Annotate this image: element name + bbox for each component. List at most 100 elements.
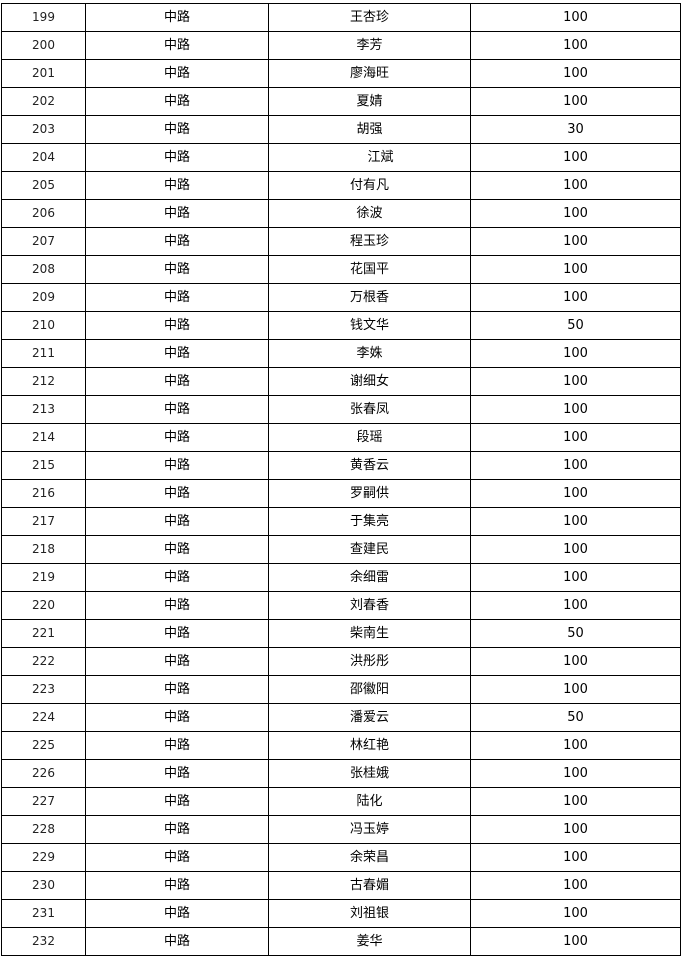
amount-cell: 100 [470, 3, 681, 32]
row-number-text: 225 [32, 738, 55, 752]
name-text: 余荣昌 [349, 850, 389, 865]
name-cell: 柴南生 [268, 619, 471, 648]
amount-text: 100 [563, 542, 588, 557]
name-text: 王杏珍 [349, 10, 389, 25]
table-row: 219 中路 余细雷 100 [1, 563, 681, 592]
name-text: 邵徽阳 [349, 682, 389, 697]
row-number-cell: 228 [1, 815, 86, 844]
area-text: 中路 [163, 346, 190, 361]
row-number-text: 216 [32, 486, 55, 500]
area-cell: 中路 [85, 591, 269, 620]
name-text: 刘春香 [349, 598, 389, 613]
table-body: 199 中路 王杏珍 100 200 中路 李芳 100 201 中路 廖海旺 100 202 中路 夏婧 1… [1, 3, 681, 956]
area-text: 中路 [163, 682, 190, 697]
area-cell: 中路 [85, 927, 269, 956]
row-number-cell: 208 [1, 255, 86, 284]
area-text: 中路 [163, 486, 190, 501]
amount-text: 100 [563, 66, 588, 81]
area-cell: 中路 [85, 171, 269, 200]
table-row: 203 中路 胡强 30 [1, 115, 681, 144]
amount-text: 100 [563, 262, 588, 277]
table-row: 216 中路 罗嗣供 100 [1, 479, 681, 508]
row-number-cell: 200 [1, 31, 86, 60]
row-number-cell: 229 [1, 843, 86, 872]
row-number-text: 203 [32, 122, 55, 136]
amount-cell: 100 [470, 59, 681, 88]
name-text: 余细雷 [349, 570, 389, 585]
area-cell: 中路 [85, 283, 269, 312]
name-cell: 廖海旺 [268, 59, 471, 88]
name-cell: 王杏珍 [268, 3, 471, 32]
row-number-text: 219 [32, 570, 55, 584]
row-number-cell: 206 [1, 199, 86, 228]
area-text: 中路 [163, 542, 190, 557]
table-row: 202 中路 夏婧 100 [1, 87, 681, 116]
row-number-text: 204 [32, 150, 55, 164]
amount-cell: 30 [470, 115, 681, 144]
area-text: 中路 [163, 122, 190, 137]
name-text: 林红艳 [349, 738, 389, 753]
row-number-cell: 218 [1, 535, 86, 564]
row-number-cell: 224 [1, 703, 86, 732]
amount-text: 100 [563, 878, 588, 893]
area-cell: 中路 [85, 59, 269, 88]
row-number-cell: 220 [1, 591, 86, 620]
area-cell: 中路 [85, 227, 269, 256]
name-cell: 潘爱云 [268, 703, 471, 732]
amount-text: 100 [563, 682, 588, 697]
name-text: 黄香云 [349, 458, 389, 473]
area-cell: 中路 [85, 479, 269, 508]
name-text: 程玉珍 [349, 234, 389, 249]
area-text: 中路 [163, 66, 190, 81]
area-text: 中路 [163, 430, 190, 445]
row-number-cell: 231 [1, 899, 86, 928]
amount-cell: 100 [470, 255, 681, 284]
amount-cell: 100 [470, 535, 681, 564]
area-cell: 中路 [85, 535, 269, 564]
table-row: 224 中路 潘爱云 50 [1, 703, 681, 732]
row-number-text: 200 [32, 38, 55, 52]
amount-cell: 100 [470, 675, 681, 704]
table-row: 231 中路 刘祖银 100 [1, 899, 681, 928]
amount-text: 100 [563, 486, 588, 501]
amount-text: 100 [563, 94, 588, 109]
name-text: 段瑶 [356, 430, 383, 445]
table-row: 230 中路 古春媚 100 [1, 871, 681, 900]
amount-text: 100 [563, 290, 588, 305]
amount-cell: 100 [470, 227, 681, 256]
area-text: 中路 [163, 906, 190, 921]
table-row: 223 中路 邵徽阳 100 [1, 675, 681, 704]
row-number-text: 217 [32, 514, 55, 528]
area-text: 中路 [163, 178, 190, 193]
area-cell: 中路 [85, 731, 269, 760]
row-number-text: 208 [32, 262, 55, 276]
table-row: 217 中路 于集亮 100 [1, 507, 681, 536]
name-cell: 万根香 [268, 283, 471, 312]
amount-cell: 100 [470, 31, 681, 60]
name-cell: 余细雷 [268, 563, 471, 592]
area-cell: 中路 [85, 31, 269, 60]
table-row: 204 中路 江斌 100 [1, 143, 681, 172]
name-cell: 洪彤彤 [268, 647, 471, 676]
amount-text: 100 [563, 38, 588, 53]
row-number-text: 221 [32, 626, 55, 640]
table-row: 208 中路 花国平 100 [1, 255, 681, 284]
amount-text: 100 [563, 766, 588, 781]
area-cell: 中路 [85, 143, 269, 172]
row-number-cell: 199 [1, 3, 86, 32]
name-cell: 钱文华 [268, 311, 471, 340]
name-cell: 张春凤 [268, 395, 471, 424]
amount-text: 50 [567, 710, 584, 725]
area-cell: 中路 [85, 87, 269, 116]
area-cell: 中路 [85, 647, 269, 676]
table-row: 212 中路 谢细女 100 [1, 367, 681, 396]
name-text: 冯玉婷 [349, 822, 389, 837]
amount-cell: 100 [470, 423, 681, 452]
area-text: 中路 [163, 206, 190, 221]
area-cell: 中路 [85, 311, 269, 340]
table-row: 207 中路 程玉珍 100 [1, 227, 681, 256]
area-cell: 中路 [85, 899, 269, 928]
row-number-cell: 217 [1, 507, 86, 536]
amount-text: 100 [563, 234, 588, 249]
table-row: 218 中路 查建民 100 [1, 535, 681, 564]
